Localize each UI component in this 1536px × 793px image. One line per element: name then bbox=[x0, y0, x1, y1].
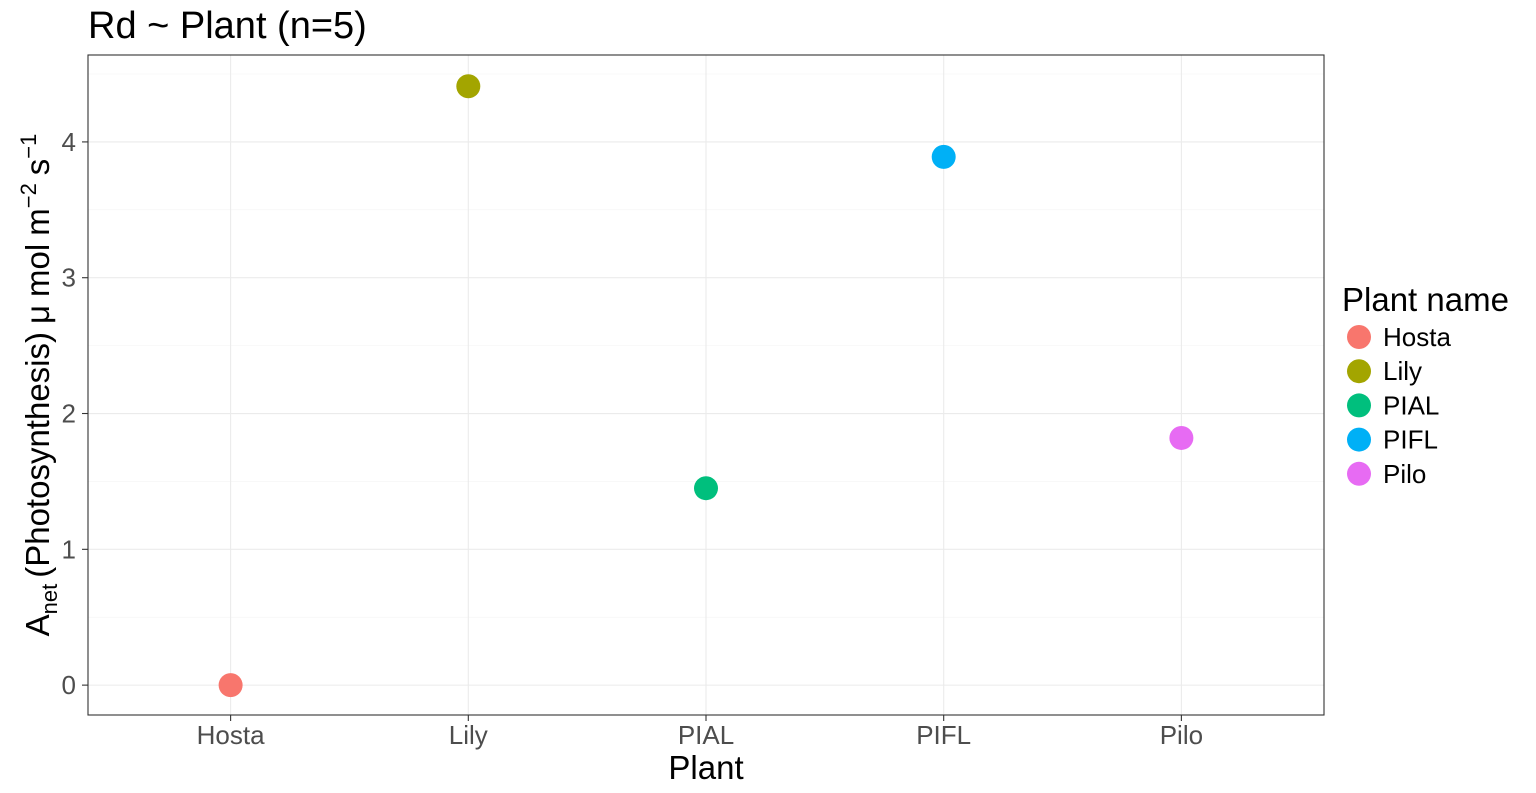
legend-key-hosta bbox=[1347, 325, 1371, 349]
y-axis-title-exponent-s: −1 bbox=[16, 134, 41, 159]
y-axis-title-exponent-m: −2 bbox=[16, 183, 41, 208]
legend-label-pial: PIAL bbox=[1383, 390, 1439, 420]
y-axis: 0 1 2 3 4 bbox=[62, 127, 88, 700]
legend-label-lily: Lily bbox=[1383, 356, 1422, 386]
y-axis-title: Anet (Photosynthesis) μ mol m−2 s−1 bbox=[16, 134, 62, 637]
y-axis-title-open-paren: ( bbox=[19, 567, 56, 578]
legend-title: Plant name bbox=[1342, 281, 1509, 318]
y-axis-title-mu: μ bbox=[19, 305, 56, 324]
chart-title: Rd ~ Plant (n=5) bbox=[88, 5, 367, 47]
legend-key-pifl bbox=[1347, 427, 1371, 452]
data-point-lily bbox=[456, 74, 481, 99]
x-tick-label: PIFL bbox=[916, 720, 971, 750]
data-point-pilo bbox=[1169, 425, 1194, 450]
y-tick-label: 2 bbox=[62, 399, 76, 429]
data-point-pial bbox=[694, 476, 718, 501]
y-tick-label: 1 bbox=[62, 534, 76, 564]
y-axis-title-photosynthesis: Photosynthesis bbox=[19, 343, 56, 567]
legend-label-pifl: PIFL bbox=[1383, 425, 1438, 455]
legend-label-hosta: Hosta bbox=[1383, 322, 1451, 352]
legend-key-pilo bbox=[1347, 461, 1371, 486]
x-tick-label: Lily bbox=[449, 720, 488, 750]
y-tick-label: 3 bbox=[62, 263, 76, 293]
y-axis-title-close-paren: ) bbox=[19, 332, 56, 343]
legend-key-lily bbox=[1347, 359, 1371, 384]
y-axis-title-m: m bbox=[19, 208, 56, 236]
x-axis-title: Plant bbox=[668, 749, 743, 786]
y-tick-label: 4 bbox=[62, 127, 76, 157]
y-axis-title-s: s bbox=[19, 159, 56, 176]
legend: Plant name Hosta Lily PIAL PIFL Pilo bbox=[1342, 281, 1509, 489]
legend-key-pial bbox=[1347, 393, 1371, 418]
x-tick-label: Hosta bbox=[197, 720, 265, 750]
x-tick-label: Pilo bbox=[1160, 720, 1203, 750]
x-axis: Hosta Lily PIAL PIFL Pilo bbox=[197, 715, 1203, 750]
legend-label-pilo: Pilo bbox=[1383, 459, 1426, 489]
y-axis-title-subscript: net bbox=[37, 584, 62, 615]
data-points bbox=[218, 74, 1194, 698]
y-axis-title-mol: mol bbox=[19, 244, 56, 297]
x-tick-label: PIAL bbox=[678, 720, 734, 750]
data-point-pifl bbox=[931, 144, 956, 169]
grid bbox=[88, 55, 1324, 715]
y-tick-label: 0 bbox=[62, 670, 76, 700]
y-axis-title-a: A bbox=[19, 614, 56, 636]
data-point-hosta bbox=[218, 673, 243, 698]
